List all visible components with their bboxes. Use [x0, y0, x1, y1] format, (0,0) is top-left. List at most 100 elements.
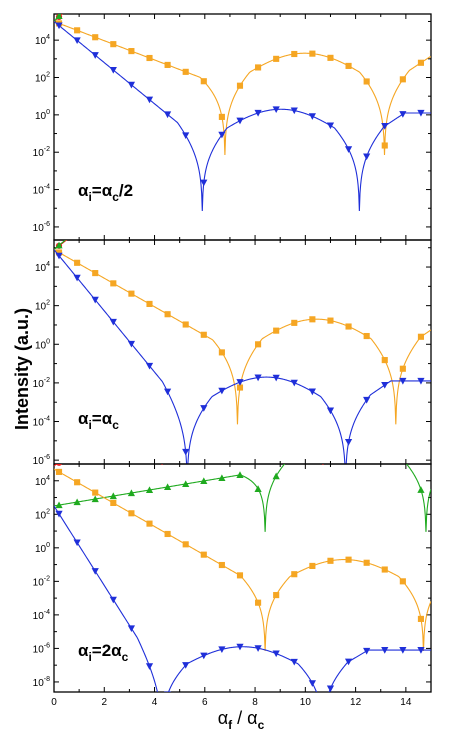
series-line-orange — [54, 249, 431, 425]
x-tick-label: 14 — [400, 697, 412, 708]
series-marker-blue — [308, 680, 316, 687]
series-marker-orange — [110, 280, 117, 287]
series-marker-blue — [127, 625, 136, 632]
series-marker-orange — [381, 142, 388, 149]
series-marker-blue — [236, 117, 244, 125]
series-marker-blue — [254, 645, 262, 652]
series-marker-green — [73, 498, 81, 506]
series-marker-blue — [381, 382, 389, 389]
series-marker-green — [309, 444, 316, 451]
y-tick-label: 104 — [35, 34, 50, 47]
series-marker-blue — [399, 377, 407, 385]
series-marker-blue — [344, 439, 353, 446]
series-marker-red — [291, 115, 297, 121]
series-marker-blue — [236, 643, 244, 651]
y-tick-label: 10-6 — [33, 454, 50, 467]
series-marker-green — [417, 486, 425, 493]
series-marker-orange — [218, 349, 225, 356]
series-marker-orange — [345, 62, 352, 69]
series-marker-orange — [55, 468, 63, 475]
series-marker-red — [183, 389, 189, 395]
series-layer — [54, 59, 431, 464]
series-marker-blue — [218, 646, 226, 653]
series-marker-orange — [236, 384, 244, 391]
series-marker-blue — [381, 647, 389, 654]
series-marker-orange — [92, 270, 99, 277]
series-marker-red — [327, 143, 333, 149]
series-marker-red — [364, 375, 370, 381]
series-marker-orange — [110, 499, 117, 507]
series-marker-orange — [74, 27, 81, 34]
x-tick-label: 8 — [252, 697, 258, 708]
series-marker-orange — [291, 319, 298, 326]
series-marker-blue — [417, 377, 425, 385]
series-marker-orange — [74, 259, 81, 266]
series-marker-green — [145, 486, 154, 494]
series-marker-blue — [326, 685, 335, 692]
series-marker-blue — [326, 122, 335, 130]
series-marker-orange — [200, 331, 207, 338]
series-marker-orange — [218, 113, 225, 120]
series-marker-orange — [146, 520, 153, 527]
series-marker-green — [200, 477, 208, 484]
series-marker-blue — [145, 663, 154, 670]
y-tick-label: 102 — [35, 72, 50, 85]
series-marker-orange — [182, 541, 189, 548]
series-marker-blue — [73, 539, 81, 547]
series-marker-orange — [273, 55, 280, 62]
y-tick-label: 100 — [35, 542, 50, 555]
y-tick-label: 10-4 — [33, 184, 50, 197]
series-marker-blue — [218, 387, 226, 395]
series-marker-blue — [290, 379, 298, 387]
series-marker-blue — [363, 396, 371, 404]
panel-frame — [53, 463, 432, 693]
series-marker-red — [201, 379, 207, 385]
series-marker-blue — [182, 132, 190, 140]
series-marker-red — [92, 215, 98, 221]
series-marker-blue — [200, 652, 208, 660]
series-marker-red — [309, 124, 315, 130]
series-marker-orange — [110, 41, 117, 48]
series-marker-blue — [344, 658, 353, 666]
series-marker-orange — [128, 510, 135, 517]
series-marker-green — [291, 59, 298, 66]
series-marker-green — [182, 480, 190, 488]
series-marker-blue — [145, 362, 154, 370]
series-marker-blue — [73, 274, 81, 282]
series-marker-blue — [218, 131, 226, 139]
series-marker-red — [165, 163, 171, 169]
series-marker-orange — [128, 290, 135, 297]
series-marker-orange — [381, 357, 388, 364]
series-marker-blue — [91, 296, 99, 304]
series-marker-green — [127, 489, 136, 497]
series-marker-blue — [109, 66, 117, 74]
x-tick-label: 10 — [300, 697, 312, 708]
series-marker-orange — [309, 562, 316, 569]
y-tick-label: 104 — [35, 475, 50, 488]
series-marker-red — [183, 187, 189, 193]
series-marker-blue — [164, 388, 172, 396]
series-marker-orange — [255, 599, 262, 606]
series-marker-green — [236, 471, 244, 478]
series-marker-blue — [326, 407, 335, 415]
series-marker-red — [92, 439, 98, 445]
series-marker-orange — [146, 54, 153, 62]
series-marker-orange — [236, 82, 244, 89]
x-tick-label: 12 — [350, 697, 362, 708]
panel-frame — [53, 13, 432, 241]
series-marker-red — [128, 418, 134, 424]
series-marker-blue — [417, 109, 425, 117]
series-marker-red — [165, 418, 171, 424]
series-marker-blue — [254, 374, 262, 382]
series-marker-red — [309, 407, 315, 413]
series-marker-red — [74, 0, 80, 4]
series-marker-green — [55, 14, 63, 20]
series-marker-blue — [236, 379, 244, 386]
series-marker-orange — [200, 551, 207, 558]
series-marker-red — [201, 141, 207, 147]
series-marker-red — [56, 464, 62, 466]
series-marker-red — [291, 386, 297, 392]
series-marker-green — [146, 165, 153, 172]
panel-label: αi=2αc — [78, 641, 129, 664]
series-marker-blue — [272, 106, 280, 114]
